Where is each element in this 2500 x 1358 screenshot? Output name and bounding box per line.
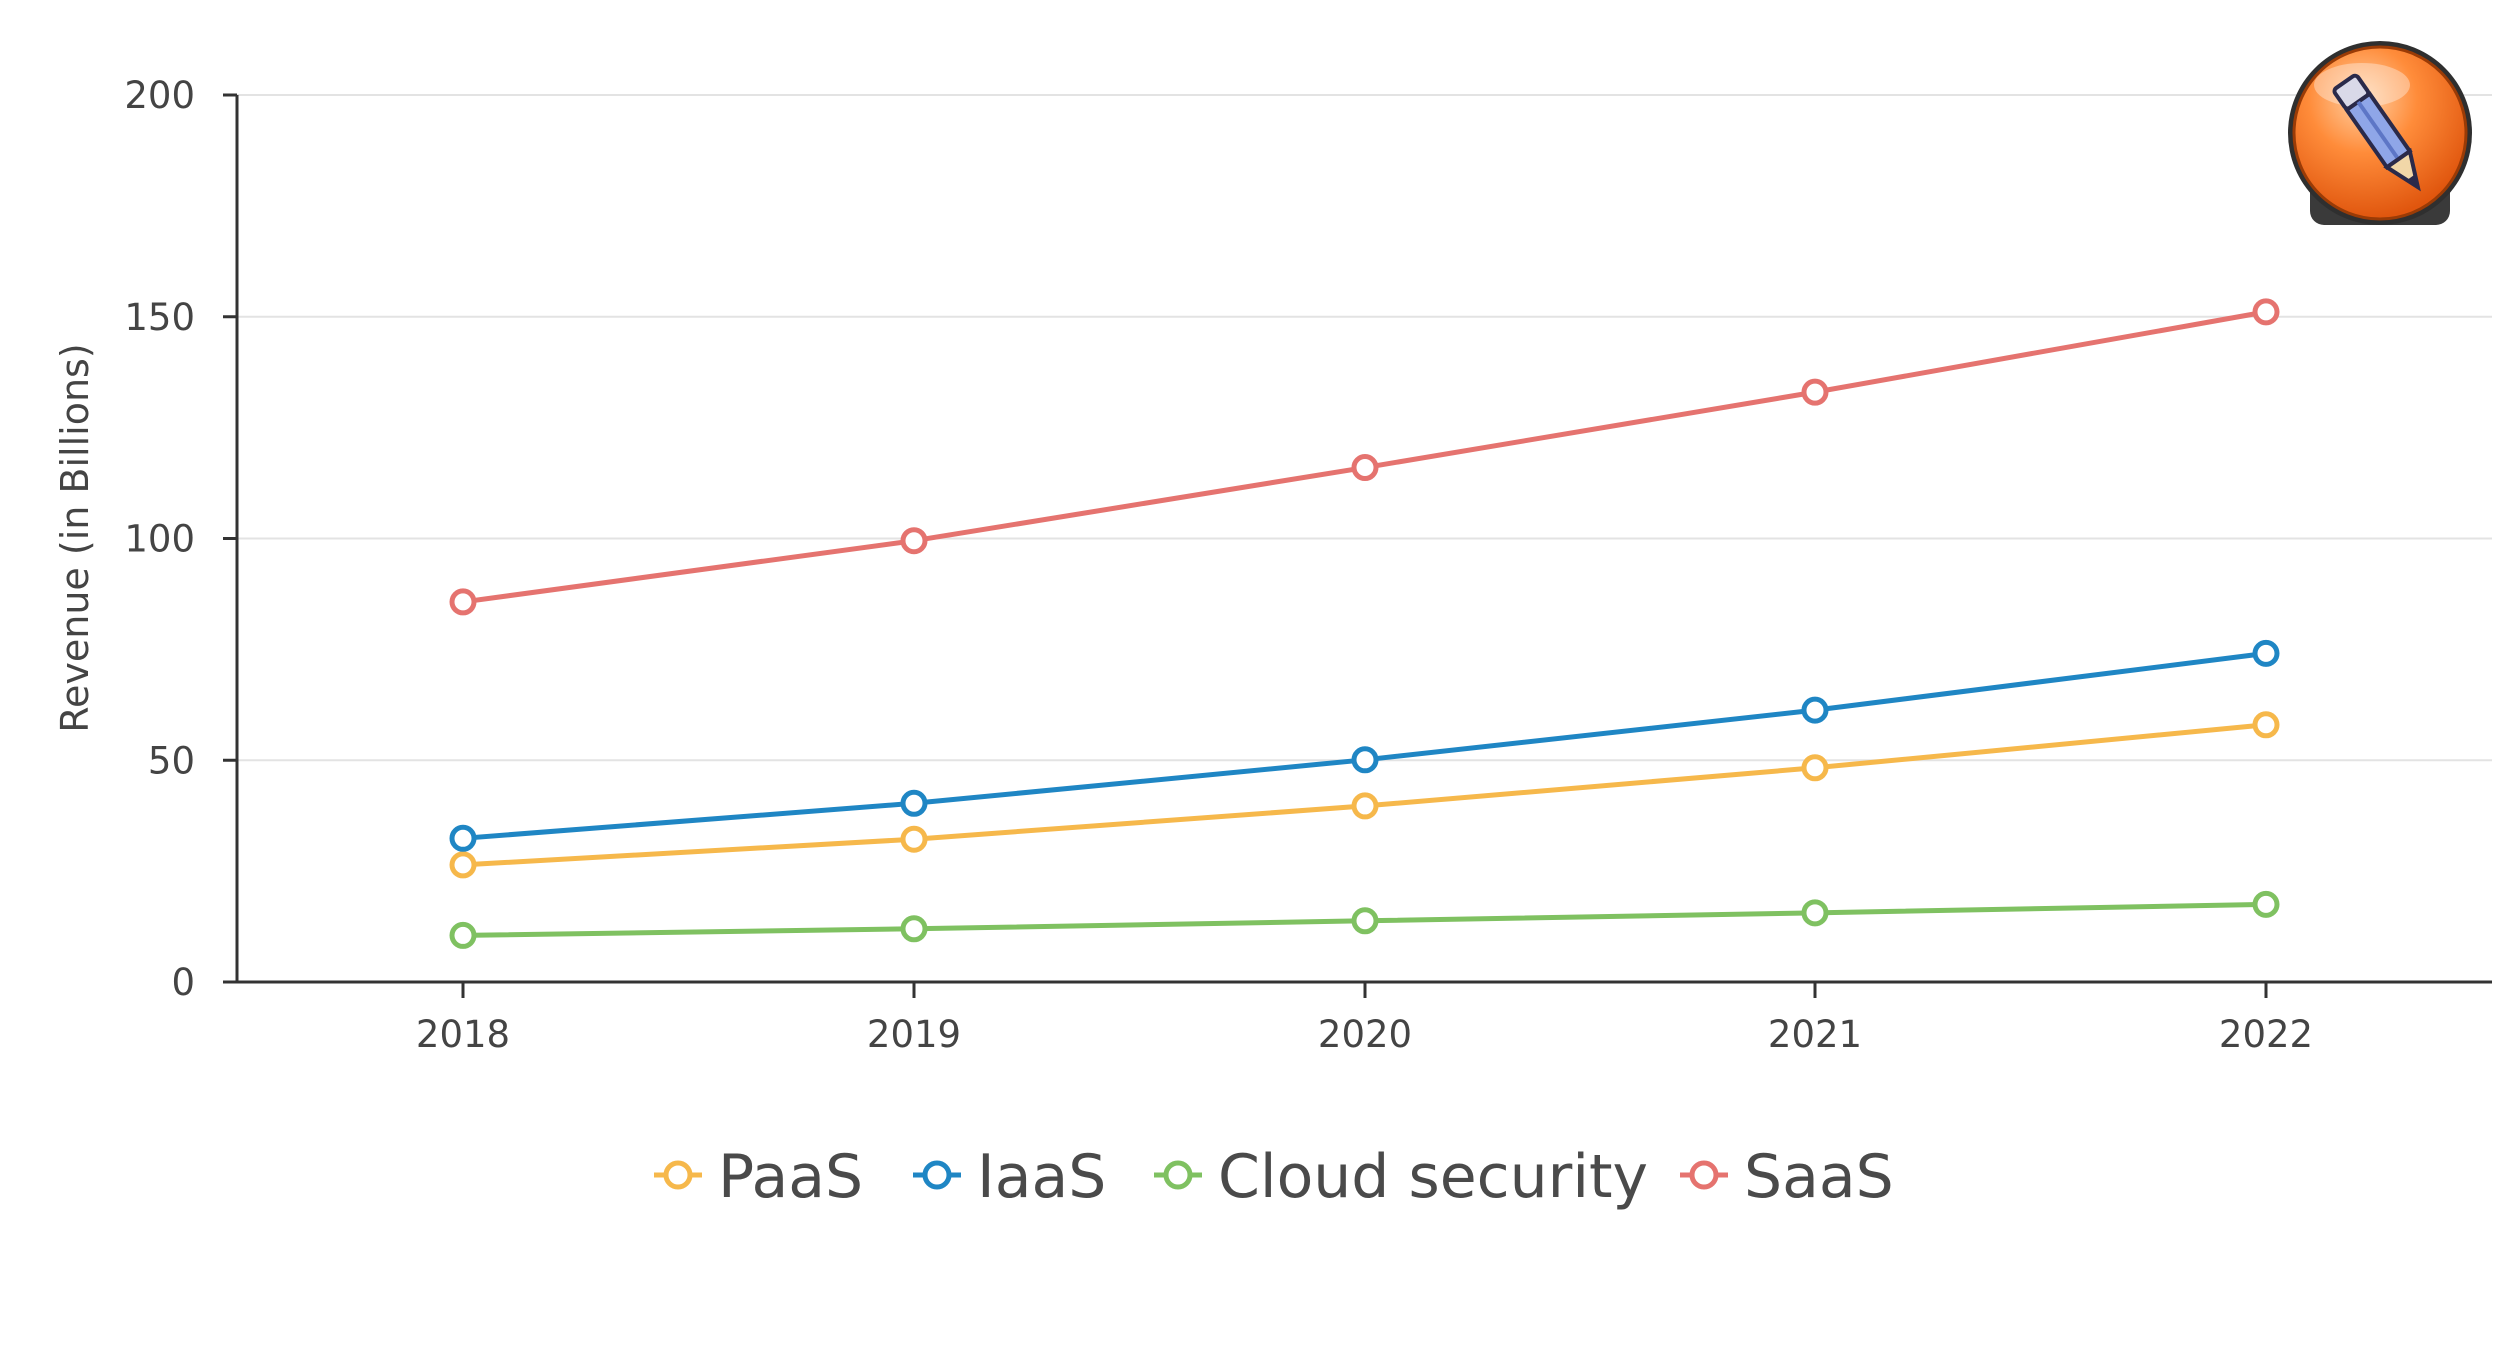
y-tick-label: 150 [124,296,195,339]
y-tick-label: 200 [124,74,195,117]
y-tick-label: 100 [124,518,195,561]
x-ticks: 2018 2019 2020 2021 2022 [416,982,2313,1056]
legend-marker [1689,1160,1719,1190]
pencil-icon [2332,73,2421,192]
y-tick-label: 50 [148,739,195,782]
data-point [2252,639,2280,667]
data-point [1801,899,1829,927]
data-point [449,921,477,949]
data-point [900,825,928,853]
data-point [449,851,477,879]
legend-marker [922,1160,952,1190]
data-point [2252,298,2280,326]
data-point [900,527,928,555]
data-point [1351,792,1379,820]
data-point [1801,696,1829,724]
y-tick-label: 0 [171,961,195,1004]
legend-item: Cloud security [1154,1142,1648,1212]
data-point [1801,754,1829,782]
legend-label: PaaS [718,1142,863,1212]
legend-label: SaaS [1744,1142,1894,1212]
legend-item: PaaS [654,1142,863,1212]
data-point [900,789,928,817]
data-point [1351,907,1379,935]
series-paas [449,711,2280,879]
gridlines [237,94,2492,762]
data-point [1351,746,1379,774]
data-point [449,824,477,852]
data-point [2252,890,2280,918]
legend: PaaS IaaS Cloud security SaaS [654,1142,1894,1212]
series-saas [449,298,2280,616]
y-axis-label: Revenue (in Billions) [53,343,97,732]
x-tick-label: 2021 [1768,1013,1862,1056]
edit-chart-button[interactable] [2288,41,2472,225]
legend-marker [663,1160,693,1190]
x-tick-label: 2019 [867,1013,961,1056]
series-cloud-security [449,890,2280,949]
x-tick-label: 2018 [416,1013,510,1056]
legend-item: IaaS [913,1142,1106,1212]
y-ticks: 0 50 100 150 200 [124,74,237,1004]
data-point [2252,711,2280,739]
x-tick-label: 2022 [2219,1013,2313,1056]
legend-marker [1163,1160,1193,1190]
data-point [1351,454,1379,482]
x-tick-label: 2020 [1318,1013,1412,1056]
series [449,298,2280,949]
legend-item: SaaS [1680,1142,1894,1212]
legend-label: Cloud security [1218,1142,1648,1212]
data-point [449,588,477,616]
data-point [900,915,928,943]
series-iaas [449,639,2280,852]
legend-label: IaaS [977,1142,1106,1212]
data-point [1801,378,1829,406]
